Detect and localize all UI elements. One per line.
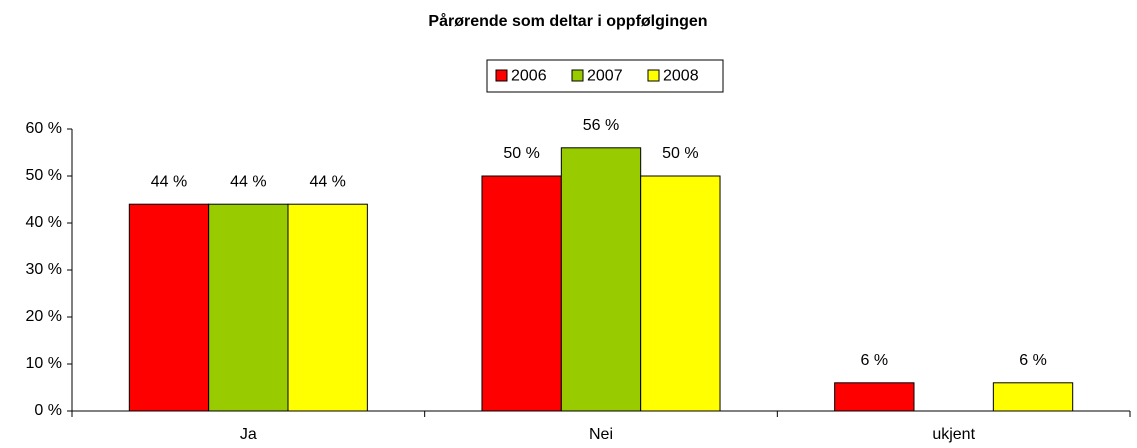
value-label: 6 % xyxy=(861,352,889,369)
legend-swatch xyxy=(571,69,584,82)
x-tick-label: Nei xyxy=(589,426,613,443)
bar xyxy=(992,382,1074,412)
legend-swatch xyxy=(647,69,660,82)
value-label: 44 % xyxy=(309,173,345,190)
bar xyxy=(128,203,210,412)
bar xyxy=(208,203,289,412)
bar xyxy=(640,175,721,412)
value-label: 50 % xyxy=(662,145,698,162)
y-tick-label: 50 % xyxy=(26,167,62,184)
x-tick-label: ukjent xyxy=(932,426,975,443)
y-tick-label: 0 % xyxy=(34,402,62,419)
legend-box xyxy=(486,59,724,93)
y-tick-label: 60 % xyxy=(26,120,62,137)
bar xyxy=(287,203,368,412)
value-label: 56 % xyxy=(583,117,619,134)
legend-label: 2006 xyxy=(511,68,547,85)
legend-swatch xyxy=(495,69,508,82)
bar xyxy=(481,175,562,412)
legend-label: 2007 xyxy=(587,68,623,85)
y-tick-label: 20 % xyxy=(26,308,62,325)
value-label: 44 % xyxy=(151,173,187,190)
value-label: 6 % xyxy=(1019,352,1047,369)
legend-label: 2008 xyxy=(663,68,699,85)
x-tick-label: Ja xyxy=(240,426,257,443)
y-tick-label: 10 % xyxy=(26,355,62,372)
bar xyxy=(560,147,642,412)
value-label: 50 % xyxy=(503,145,539,162)
value-label: 44 % xyxy=(230,173,266,190)
chart-title: Pårørende som deltar i oppfølgingen xyxy=(428,12,707,30)
y-tick-label: 40 % xyxy=(26,214,62,231)
bar xyxy=(834,382,915,412)
y-tick-label: 30 % xyxy=(26,261,62,278)
